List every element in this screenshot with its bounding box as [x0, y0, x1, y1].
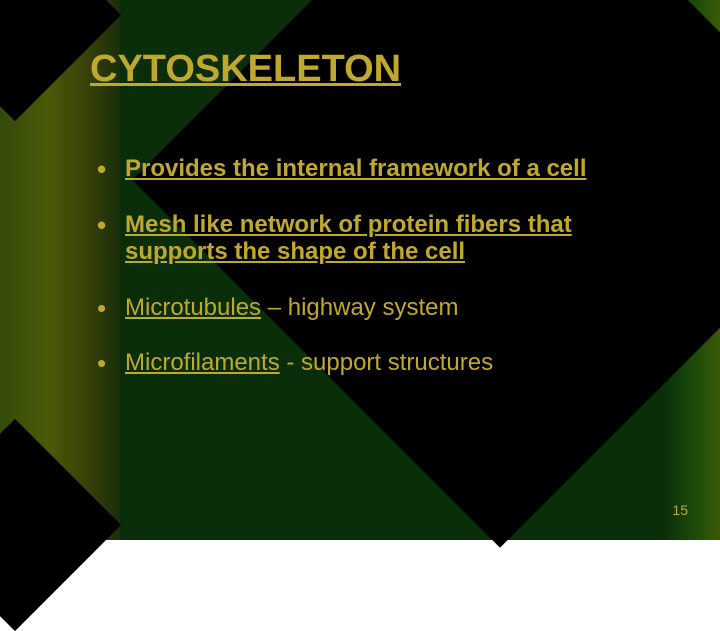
bullet-list: Provides the internal framework of a cel… [95, 155, 655, 405]
bullet-item: Microtubules – highway system [95, 294, 655, 322]
underlined-term: Microtubules [125, 294, 261, 321]
bullet-item: Mesh like network of protein fibers that… [95, 211, 655, 266]
bullet-rest-text: – highway system [261, 294, 458, 321]
bullet-item: Microfilaments - support structures [95, 349, 655, 377]
underlined-term: Microfilaments [125, 349, 280, 376]
bullet-item: Provides the internal framework of a cel… [95, 155, 655, 183]
slide-content: CYTOSKELETON Provides the internal frame… [0, 0, 720, 540]
slide-title: CYTOSKELETON [90, 48, 401, 91]
slide-container: CYTOSKELETON Provides the internal frame… [0, 0, 720, 540]
bullet-rest-text: - support structures [280, 349, 493, 376]
page-number: 15 [672, 502, 688, 518]
